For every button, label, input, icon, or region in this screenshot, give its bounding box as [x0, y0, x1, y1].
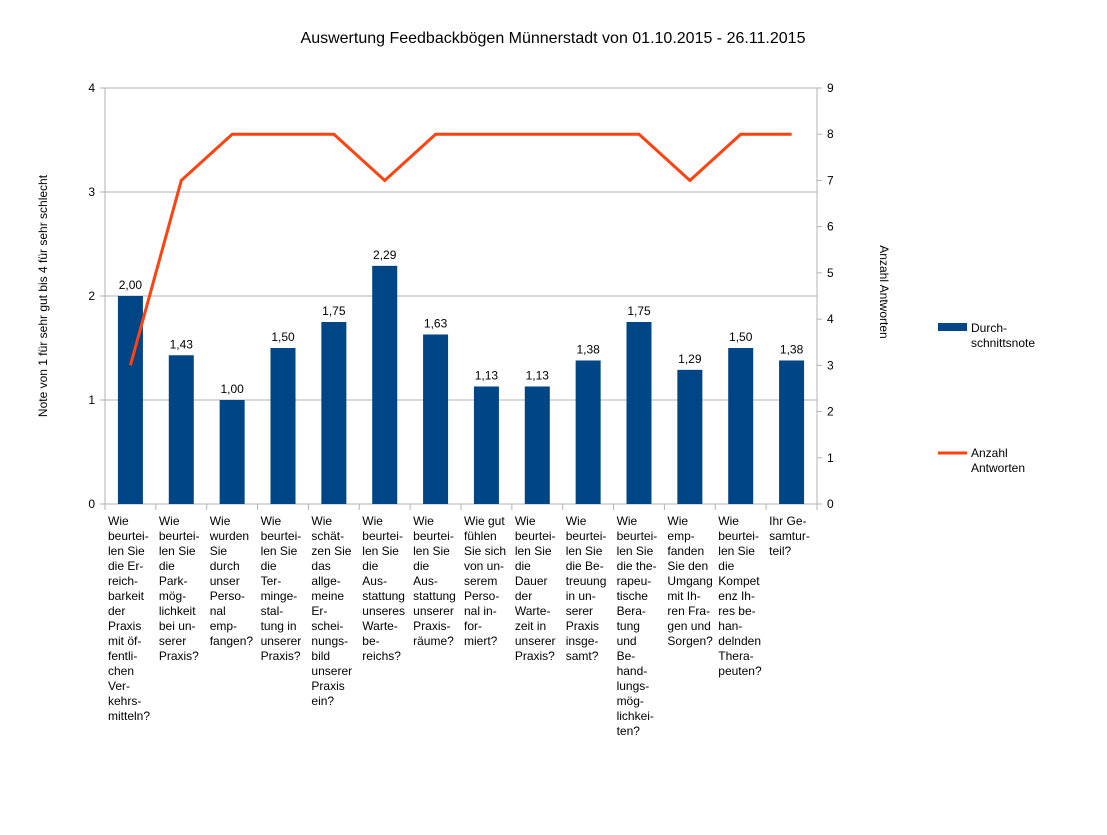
y2-tick-label: 9 — [827, 81, 834, 95]
y2-tick-label: 6 — [827, 220, 834, 234]
data-label: 1,63 — [424, 316, 448, 330]
data-label: 1,29 — [678, 352, 702, 366]
bar — [677, 369, 703, 504]
bar — [575, 360, 601, 504]
y2-tick-label: 5 — [827, 266, 834, 280]
y2-tick-label: 0 — [827, 497, 834, 511]
data-label: 2,29 — [373, 248, 397, 262]
x-tick-label: Wie beurtei-len Sie die Ter-minge-stal-tung… — [261, 514, 302, 663]
data-label: 2,00 — [119, 278, 143, 292]
x-tick-label: Wie beurtei-len Sie die the-rapeu-tische Be… — [617, 514, 658, 738]
bar — [270, 348, 296, 504]
bar — [524, 386, 550, 504]
x-tick-label: Wie beurtei-len Sie die Er-reich-barkeit de… — [108, 514, 150, 723]
bar — [423, 334, 449, 504]
x-tick-label: Wie beurtei-len Sie die Kompet enz Ih-res be… — [718, 514, 762, 678]
legend-label-line: Anzahl Antworten — [971, 446, 1025, 475]
x-tick-label: Wie beurtei-len Sie die Park-mög-lichkeit be… — [159, 514, 200, 663]
bar — [168, 355, 194, 504]
x-tick-label: Wie emp-fanden Sie den Umgang mit Ih-ren Fra… — [667, 514, 713, 648]
x-tick-label: Wie beurtei-len Sie die Aus-stattung unseres… — [362, 514, 405, 663]
y2-tick-label: 1 — [827, 451, 834, 465]
y-tick-label: 0 — [88, 497, 95, 511]
y-tick-label: 2 — [88, 289, 95, 303]
data-label: 1,13 — [526, 368, 550, 382]
y2-tick-label: 4 — [827, 312, 834, 326]
y2-tick-label: 3 — [827, 358, 834, 372]
x-tick-label: Wie wurden Sie durch unser Perso-nal emp-fange… — [209, 514, 254, 648]
legend-swatch-bar — [938, 323, 967, 331]
y2-tick-label: 8 — [827, 127, 834, 141]
x-tick-label: Wie beurtei-len Sie die Aus-stattung unserer… — [413, 514, 456, 648]
bar — [372, 265, 398, 504]
y-axis-label: Note von 1 für sehr gut bis 4 für sehr s… — [36, 174, 50, 417]
y2-axis-label: Anzahl Antworten — [877, 245, 891, 338]
data-label: 1,75 — [627, 304, 651, 318]
y2-tick-label: 7 — [827, 173, 834, 187]
x-tick-label: Ihr Ge-samtur-teil? — [769, 514, 810, 558]
data-label: 1,75 — [322, 304, 346, 318]
bar — [728, 348, 754, 504]
bar — [473, 386, 499, 504]
data-label: 1,38 — [780, 342, 804, 356]
bar — [219, 400, 245, 504]
bar — [779, 360, 805, 504]
x-tick-label: Wie beurtei-len Sie die Dauer der Warte-zeit … — [515, 514, 556, 663]
y-tick-label: 3 — [88, 185, 95, 199]
y-tick-label: 4 — [88, 81, 95, 95]
bar — [117, 296, 143, 504]
x-tick-label: Wie schät-zen Sie das allge-meine Er-schei-n… — [311, 514, 352, 708]
x-tick-label: Wie gut fühlen Sie sich von un-serem Perso-n… — [464, 514, 506, 648]
legend-label-bar: Durch-schnittsnote — [971, 321, 1035, 350]
x-tick-label: Wie beurtei-len Sie die Be-treuung in un-se… — [566, 514, 607, 663]
line-series — [128, 132, 792, 366]
y-tick-label: 1 — [88, 393, 95, 407]
data-label: 1,50 — [729, 330, 753, 344]
data-label: 1,00 — [220, 382, 244, 396]
chart-title: Auswertung Feedbackbögen Münnerstadt von… — [301, 30, 806, 47]
data-label: 1,43 — [170, 337, 194, 351]
bar — [626, 322, 652, 504]
y2-tick-label: 2 — [827, 405, 834, 419]
bar — [321, 322, 347, 504]
data-label: 1,50 — [271, 330, 295, 344]
data-label: 1,38 — [576, 342, 600, 356]
data-label: 1,13 — [475, 368, 499, 382]
